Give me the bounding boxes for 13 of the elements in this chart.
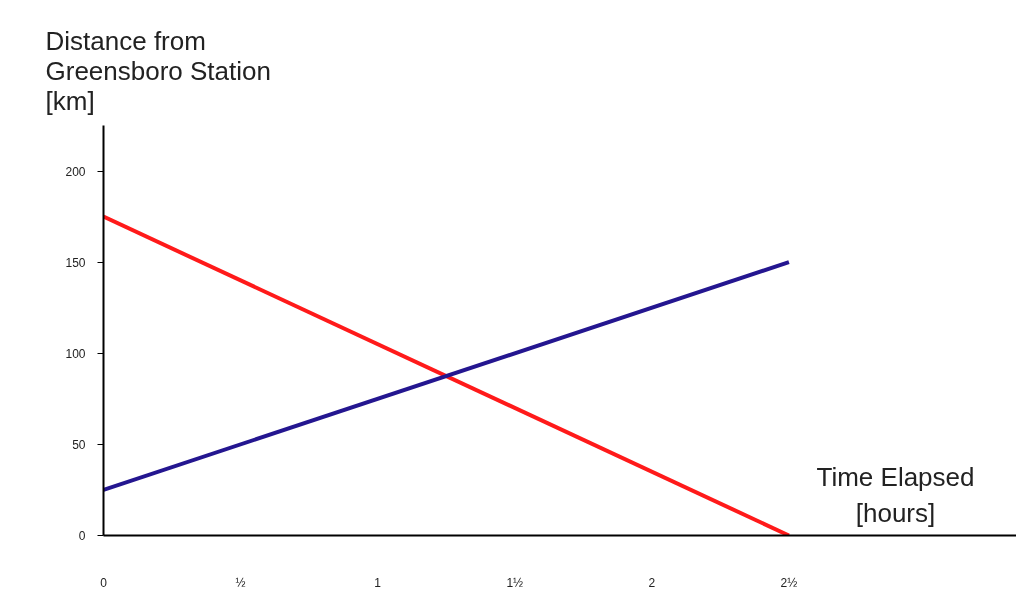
y-tick-label: 200	[65, 164, 86, 179]
y-tick-label: 100	[65, 346, 86, 361]
y-tick-label: 150	[65, 255, 86, 270]
x-tick-label: ½	[235, 575, 246, 590]
y-axis-title: Distance from Greensboro Station [km]	[45, 25, 271, 116]
x-tick-label: 2	[648, 575, 656, 590]
x-tick-label: 0	[100, 575, 108, 590]
x-tick-label: 1	[374, 575, 382, 590]
x-tick-label: 1½	[506, 575, 524, 590]
x-tick-label: 2½	[780, 575, 798, 590]
x-axis-title: Time Elapsed [hours]	[816, 461, 975, 528]
y-tick-label: 0	[78, 529, 86, 543]
y-tick-label: 50	[72, 437, 86, 452]
